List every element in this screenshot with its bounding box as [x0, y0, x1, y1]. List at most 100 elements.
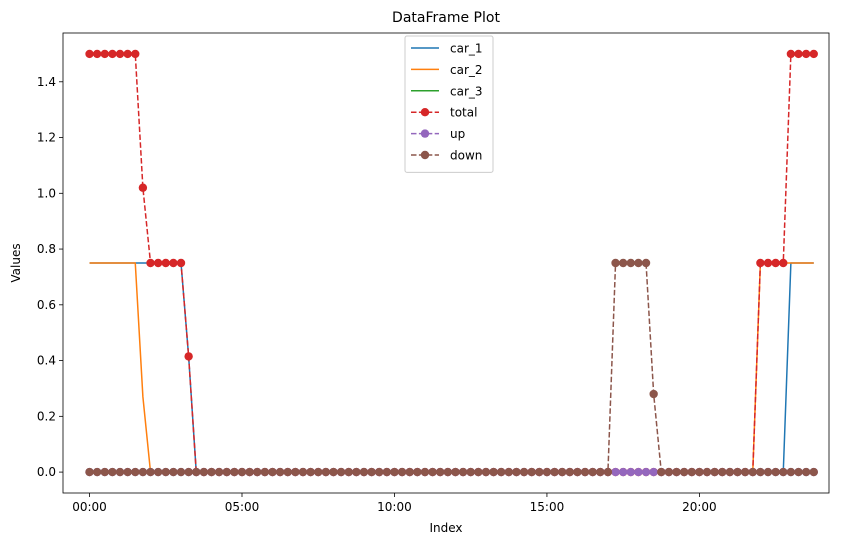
data-point-total [809, 49, 818, 59]
data-point-down [367, 467, 376, 477]
data-point-down [695, 467, 704, 477]
data-point-down [626, 258, 635, 268]
data-point-down [298, 467, 308, 477]
data-point-down [458, 467, 468, 477]
data-point-down [718, 467, 727, 477]
data-point-down [664, 467, 674, 477]
data-point-down [588, 467, 597, 477]
y-tick-label: 0.0 [37, 465, 56, 479]
data-point-down [794, 467, 803, 477]
data-point-down [199, 467, 209, 477]
data-point-down [428, 467, 437, 477]
data-point-down [779, 467, 788, 477]
data-point-total [115, 49, 125, 59]
data-point-down [92, 467, 102, 477]
legend-item-car-1: car_1 [411, 42, 483, 56]
data-point-down [192, 467, 201, 477]
data-point-total [801, 49, 811, 59]
legend-item-car-2: car_2 [411, 63, 483, 77]
data-point-down [253, 467, 262, 477]
data-point-down [420, 467, 430, 477]
data-point-down [260, 467, 270, 477]
data-point-down [771, 467, 780, 477]
legend-label-car-1: car_1 [450, 42, 483, 56]
data-point-down [550, 467, 559, 477]
legend-label-total: total [450, 106, 477, 120]
data-point-down [733, 467, 742, 477]
data-point-down [115, 467, 125, 477]
data-point-total [176, 258, 186, 268]
data-point-up [641, 467, 651, 477]
data-point-total [779, 258, 788, 268]
data-point-down [527, 467, 536, 477]
data-point-down [535, 467, 544, 477]
data-point-down [702, 467, 712, 477]
data-point-down [603, 467, 613, 477]
data-point-down [481, 467, 491, 477]
data-point-down [245, 467, 254, 477]
data-point-down [634, 258, 643, 268]
data-point-total [161, 258, 170, 268]
data-point-down [740, 467, 750, 477]
data-point-down [474, 467, 483, 477]
data-point-total [92, 49, 102, 59]
data-point-down [314, 467, 323, 477]
data-point-down [657, 467, 666, 477]
data-point-down [237, 467, 247, 477]
data-point-down [153, 467, 163, 477]
x-tick-label: 15:00 [530, 500, 565, 514]
data-point-down [359, 467, 369, 477]
data-point-total [153, 258, 163, 268]
legend-label-car-2: car_2 [450, 63, 483, 77]
data-point-down [451, 467, 460, 477]
data-point-total [123, 49, 132, 59]
data-point-down [611, 258, 620, 268]
data-point-down [504, 467, 514, 477]
data-point-total [108, 49, 117, 59]
y-tick-label: 0.8 [37, 242, 56, 256]
data-point-down [413, 467, 422, 477]
data-point-down [512, 467, 521, 477]
data-point-up [634, 467, 643, 477]
data-point-down [436, 467, 445, 477]
data-point-total [794, 49, 803, 59]
data-point-down [268, 467, 277, 477]
data-point-total [100, 49, 109, 59]
data-point-down [687, 467, 696, 477]
data-point-down [672, 467, 681, 477]
data-point-down [756, 467, 765, 477]
legend-marker-down [420, 150, 430, 160]
data-point-down [573, 467, 582, 477]
x-axis-label: Index [429, 521, 462, 535]
x-tick-label: 10:00 [377, 500, 412, 514]
data-point-up [649, 467, 658, 477]
data-point-down [169, 467, 178, 477]
data-point-down [397, 467, 407, 477]
data-point-down [344, 467, 353, 477]
axes-frame [62, 32, 830, 494]
data-point-total [771, 258, 780, 268]
data-point-down [466, 467, 475, 477]
data-point-down [596, 467, 605, 477]
data-point-down [329, 467, 338, 477]
data-point-down [352, 467, 361, 477]
data-point-down [649, 389, 658, 399]
data-point-down [131, 467, 140, 477]
data-point-down [161, 467, 170, 477]
y-axis-label: Values [9, 243, 23, 282]
y-tick-label: 0.2 [37, 409, 56, 423]
legend-item-down: down [411, 149, 482, 163]
data-point-down [557, 467, 567, 477]
data-point-down [85, 467, 94, 477]
data-point-down [565, 467, 575, 477]
data-point-down [496, 467, 506, 477]
legend-item-up: up [411, 127, 465, 141]
data-point-total [131, 49, 140, 59]
data-point-down [809, 467, 818, 477]
data-point-total [184, 352, 193, 361]
data-point-down [489, 467, 498, 477]
data-point-down [542, 467, 552, 477]
data-point-down [176, 467, 186, 477]
